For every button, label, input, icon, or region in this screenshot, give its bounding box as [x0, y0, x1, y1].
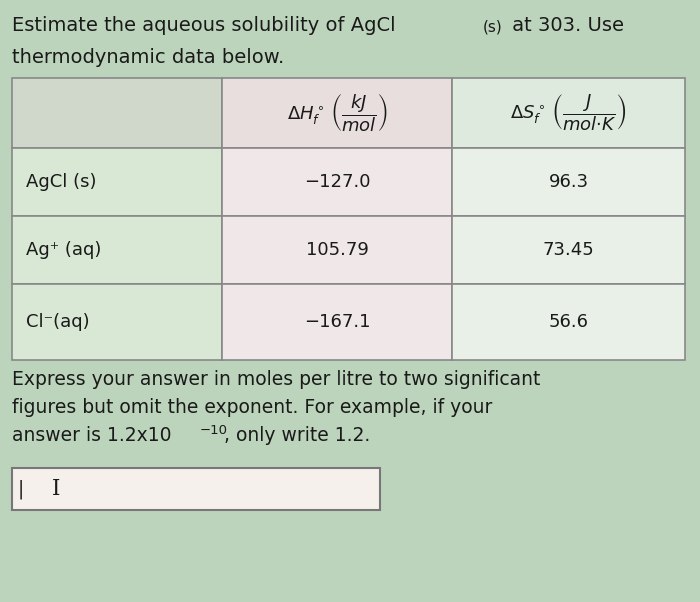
Text: at 303. Use: at 303. Use: [506, 16, 624, 35]
Bar: [452, 216, 685, 284]
Bar: [12, 284, 222, 360]
Bar: [12, 468, 380, 510]
Text: 96.3: 96.3: [548, 173, 589, 191]
Text: figures but omit the exponent. For example, if your: figures but omit the exponent. For examp…: [12, 398, 492, 417]
Text: , only write 1.2.: , only write 1.2.: [224, 426, 370, 445]
Bar: [222, 148, 452, 216]
Bar: [452, 284, 685, 360]
Text: answer is 1.2x10: answer is 1.2x10: [12, 426, 172, 445]
Text: Estimate the aqueous solubility of AgCl: Estimate the aqueous solubility of AgCl: [12, 16, 395, 35]
Text: $\Delta H^\circ_f\,\left(\dfrac{kJ}{mol}\right)$: $\Delta H^\circ_f\,\left(\dfrac{kJ}{mol}…: [287, 92, 387, 134]
Text: −10: −10: [200, 424, 228, 437]
Text: 105.79: 105.79: [306, 241, 368, 259]
Text: $\Delta S^\circ_f\,\left(\dfrac{J}{mol{\cdot}K}\right)$: $\Delta S^\circ_f\,\left(\dfrac{J}{mol{\…: [510, 93, 626, 133]
Bar: [452, 148, 685, 216]
Bar: [222, 216, 452, 284]
Bar: [12, 78, 222, 148]
Text: Ag⁺ (aq): Ag⁺ (aq): [26, 241, 102, 259]
Bar: [222, 78, 452, 148]
Text: −127.0: −127.0: [304, 173, 370, 191]
Text: |: |: [18, 479, 25, 498]
Text: thermodynamic data below.: thermodynamic data below.: [12, 48, 284, 67]
Text: (s): (s): [483, 19, 503, 34]
Text: 56.6: 56.6: [549, 313, 589, 331]
Text: Cl⁻(aq): Cl⁻(aq): [26, 313, 90, 331]
Text: −167.1: −167.1: [304, 313, 370, 331]
Bar: [222, 284, 452, 360]
Bar: [452, 78, 685, 148]
Bar: [12, 148, 222, 216]
Text: AgCl (s): AgCl (s): [26, 173, 97, 191]
Text: Express your answer in moles per litre to two significant: Express your answer in moles per litre t…: [12, 370, 540, 389]
Text: I: I: [52, 478, 60, 500]
Text: 73.45: 73.45: [542, 241, 594, 259]
Bar: [12, 216, 222, 284]
